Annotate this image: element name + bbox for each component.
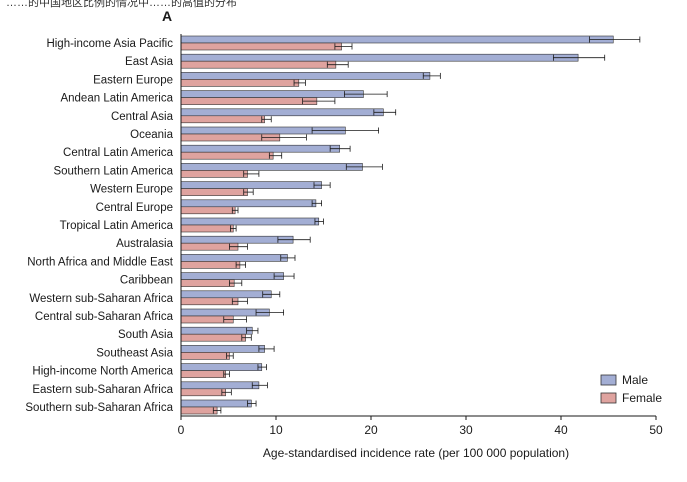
bar-male	[180, 53, 579, 62]
bar-female	[180, 370, 226, 378]
bar-male	[180, 290, 272, 299]
bar-female	[180, 352, 230, 360]
panel-label: A	[162, 8, 172, 24]
bar-male	[180, 90, 364, 98]
category-label: Central sub-Saharan Africa	[35, 311, 174, 323]
bars-group	[180, 35, 641, 415]
bar-male	[180, 326, 253, 335]
bar-female	[180, 206, 236, 215]
bar-female	[180, 60, 337, 69]
bar-female	[180, 170, 248, 178]
bar-female	[180, 97, 318, 105]
legend-label-female: Female	[622, 391, 662, 405]
legend-swatch-female	[600, 392, 617, 404]
bar-female	[180, 297, 239, 306]
bar-male	[180, 199, 317, 208]
category-label: Oceania	[130, 129, 173, 141]
category-label: East Asia	[125, 56, 174, 68]
bar-female	[180, 42, 342, 51]
bar-female	[180, 406, 218, 415]
category-label: Tropical Latin America	[60, 220, 174, 232]
bar-female	[180, 188, 248, 196]
bar-male	[180, 399, 252, 408]
category-label: High-income North America	[32, 366, 173, 378]
bar-male	[180, 272, 284, 280]
bar-male	[180, 72, 431, 80]
category-label: Australasia	[116, 238, 173, 250]
category-label: High-income Asia Pacific	[46, 38, 173, 50]
category-label: Central Asia	[111, 111, 174, 123]
bar-male	[180, 254, 288, 262]
category-label: Eastern sub-Saharan Africa	[32, 384, 173, 396]
bar-male	[180, 108, 384, 117]
category-label: Southern sub-Saharan Africa	[25, 402, 173, 414]
category-label: Western Europe	[90, 184, 173, 196]
bar-female	[180, 388, 226, 397]
bar-male	[180, 217, 320, 226]
bar-female	[180, 151, 274, 160]
bar-female	[180, 115, 265, 124]
bar-male	[180, 163, 363, 171]
x-tick-label: 20	[364, 423, 378, 437]
category-label: South Asia	[118, 329, 174, 341]
category-label: Eastern Europe	[93, 74, 173, 86]
bar-male	[180, 144, 340, 153]
top-caption-text: ……的中国地区比例的情况中……的高值的分布	[6, 0, 237, 9]
x-tick-label: 50	[649, 423, 663, 437]
x-tick-label: 30	[459, 423, 473, 437]
category-label: Southeast Asia	[96, 347, 173, 359]
x-tick-label: 10	[269, 423, 283, 437]
legend-label-male: Male	[622, 373, 648, 387]
bar-male	[180, 381, 260, 390]
bar-male	[180, 35, 614, 44]
bar-male	[180, 181, 322, 189]
category-label: Southern Latin America	[53, 165, 173, 177]
x-tick-label: 0	[178, 423, 185, 437]
x-tick-label: 40	[554, 423, 568, 437]
category-label: Caribbean	[120, 275, 173, 287]
x-axis-title: Age-standardised incidence rate (per 100…	[263, 446, 569, 460]
bar-female	[180, 261, 241, 269]
legend-swatch-male	[600, 374, 617, 386]
bar-female	[180, 79, 300, 87]
category-label: Andean Latin America	[60, 93, 173, 105]
category-label: North Africa and Middle East	[27, 256, 174, 268]
bar-male	[180, 345, 265, 353]
bar-male	[180, 235, 294, 244]
axes-group: High-income Asia Pacific East Asia Eastern…	[25, 34, 663, 437]
bar-female	[180, 279, 235, 287]
category-label: Central Latin America	[63, 147, 174, 159]
bar-female	[180, 224, 234, 233]
legend: Male Female	[600, 373, 662, 405]
bar-female	[180, 333, 246, 342]
category-label: Central Europe	[96, 202, 173, 214]
category-label: Western sub-Saharan Africa	[29, 293, 173, 305]
bar-male	[180, 363, 263, 371]
